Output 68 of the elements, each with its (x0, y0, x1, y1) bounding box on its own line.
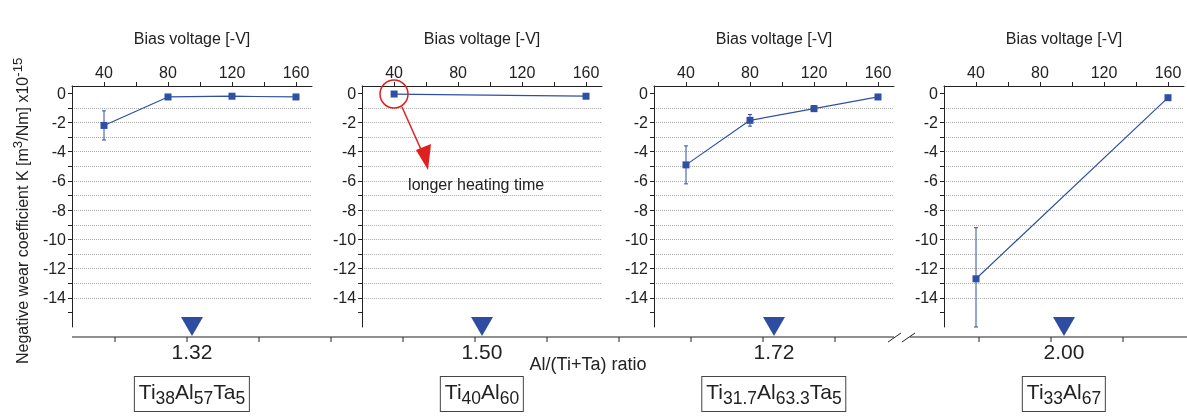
x-tick-label: 160 (864, 63, 892, 81)
x-tick-label: 160 (572, 63, 600, 81)
text: Ti$_{33}$Al$_{67}$ (1021, 376, 1107, 413)
point (292, 93, 300, 101)
point (682, 161, 690, 169)
x-axis-title: Bias voltage [-V] (423, 29, 541, 47)
x-tick-label: 40 (677, 63, 695, 81)
y-tick-label: 0 (929, 84, 939, 102)
text: 2.00 (1043, 340, 1085, 364)
y-tick-label: -8 (923, 201, 939, 219)
y-tick-label: 0 (57, 84, 67, 102)
x-tick-label: 80 (741, 63, 759, 81)
y-tick-label: -10 (624, 230, 649, 248)
point (100, 121, 108, 129)
y-tick-label: -14 (624, 289, 649, 307)
x-tick-label: 40 (95, 63, 113, 81)
text: 1.32 (171, 340, 213, 364)
y-tick-label: 0 (639, 84, 649, 102)
x-axis-title: Bias voltage [-V] (133, 29, 251, 47)
y-tick-label: -6 (633, 172, 649, 190)
y-tick-label: -6 (341, 172, 357, 190)
x-tick-label: 120 (508, 63, 536, 81)
text: Ti$_{38}$Al$_{57}$Ta$_{5}$ (133, 376, 251, 413)
y-tick-label: -10 (42, 230, 67, 248)
x-axis-title: Bias voltage [-V] (1005, 29, 1123, 47)
x-axis-title: Bias voltage [-V] (715, 29, 833, 47)
y-tick-label: -4 (341, 143, 357, 161)
x-tick-label: 80 (1031, 63, 1049, 81)
x-tick-label: 120 (218, 63, 246, 81)
y-tick-label: -14 (333, 289, 357, 307)
y-tick-label: -10 (914, 230, 939, 248)
x-tick-label: 80 (449, 63, 468, 81)
y-tick-label: -6 (51, 172, 67, 190)
x-tick-label: 80 (159, 63, 177, 81)
x-tick-label: 160 (1154, 63, 1182, 81)
x-tick-label: 120 (1090, 63, 1118, 81)
text: Ti$_{31.7}$Al$_{63.3}$Ta$_{5}$ (701, 376, 847, 413)
y-tick-label: 0 (347, 84, 357, 102)
text: Al/(Ti+Ta) ratio (529, 354, 647, 375)
x-tick-label: 40 (967, 63, 985, 81)
y-tick-label: -4 (633, 143, 649, 161)
text: 1.72 (753, 340, 795, 364)
x-tick-label: 120 (800, 63, 828, 81)
y-tick-label: -4 (51, 143, 67, 161)
y-tick-label: -2 (633, 114, 649, 132)
y-tick-label: -12 (333, 260, 357, 278)
y-tick-label: -8 (341, 201, 357, 219)
y-tick-label: -14 (42, 289, 67, 307)
text: 1.50 (461, 340, 503, 364)
annotation: longer heating time (408, 176, 545, 195)
text: Ti$_{40}$Al$_{60}$ (439, 376, 525, 413)
y-tick-label: -8 (633, 201, 649, 219)
y-tick-label: -12 (624, 260, 649, 278)
point (874, 93, 882, 101)
y-tick-label: -2 (923, 114, 939, 132)
x-tick-label: 160 (282, 63, 310, 81)
y-tick-label: -8 (51, 201, 67, 219)
y-tick-label: -10 (333, 230, 357, 248)
y-tick-label: -2 (341, 114, 357, 132)
y-tick-label: -14 (914, 289, 939, 307)
y-tick-label: -6 (923, 172, 939, 190)
point (228, 92, 236, 100)
point (164, 93, 172, 101)
y-tick-label: -2 (51, 114, 67, 132)
y-tick-label: -12 (914, 260, 939, 278)
x-tick-label: 40 (385, 63, 404, 81)
y-tick-label: -4 (923, 143, 939, 161)
y-tick-label: -12 (42, 260, 67, 278)
